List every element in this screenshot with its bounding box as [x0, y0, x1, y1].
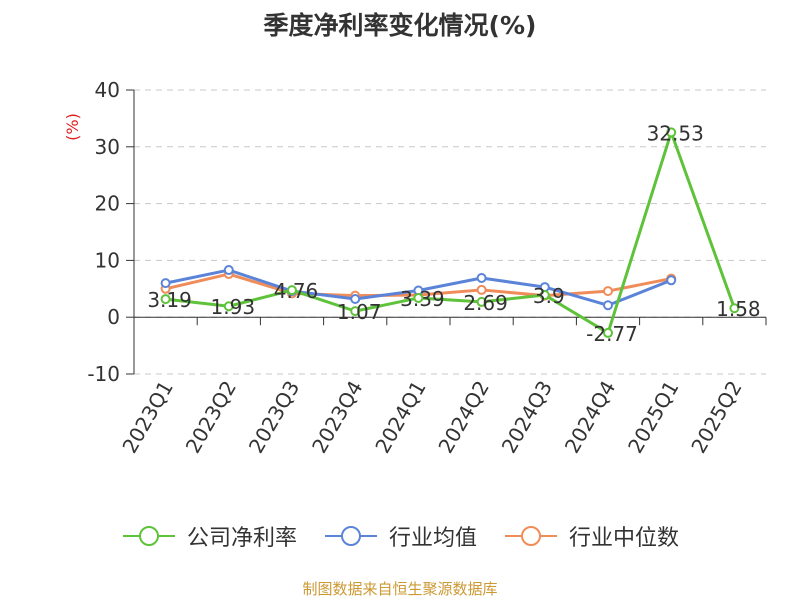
series-line — [165, 130, 736, 335]
x-tick-label: 2024Q2 — [433, 376, 493, 457]
y-axis-label: (%) — [63, 113, 82, 141]
x-tick-label: 2023Q1 — [117, 377, 177, 458]
data-point[interactable] — [603, 286, 613, 297]
legend-label-company: 公司净利率 — [186, 526, 297, 551]
data-label-layer: 3.19 1.93 4.76 1.07 3.39 2.69 3.9 -2.77 32.53 1.5… — [147, 121, 760, 346]
legend-item-industry-median[interactable]: 行业中位数 — [503, 520, 679, 552]
legend-marker-icon — [505, 526, 557, 546]
data-label: 4.76 — [274, 279, 319, 303]
data-point[interactable] — [539, 290, 550, 301]
source-note: 制图数据来自恒生聚源数据库 — [302, 580, 498, 598]
data-label: 2.69 — [463, 291, 508, 315]
x-tick-label: 2025Q2 — [686, 377, 746, 458]
y-tick-label: 0 — [107, 305, 120, 329]
y-tick-label: 40 — [95, 78, 120, 102]
legend-item-company[interactable]: 公司净利率 — [121, 520, 297, 552]
data-label: 1.58 — [716, 297, 761, 321]
data-label: 1.93 — [211, 295, 256, 319]
legend-label-industry-mean: 行业均值 — [388, 526, 477, 551]
data-point[interactable] — [223, 301, 234, 312]
x-tick-label: 2024Q4 — [560, 377, 620, 458]
data-point[interactable] — [160, 294, 171, 305]
x-tick-label: 2025Q1 — [623, 377, 683, 458]
data-label: 1.07 — [337, 300, 382, 324]
data-point[interactable] — [666, 127, 677, 138]
data-point[interactable] — [287, 285, 297, 296]
data-label: 3.9 — [533, 284, 565, 308]
data-point[interactable] — [476, 296, 487, 307]
x-tick-label: 2023Q4 — [307, 377, 367, 458]
legend-marker-icon — [122, 526, 175, 546]
data-point[interactable] — [603, 327, 613, 338]
legend: 公司净利率 行业均值 行业中位数 — [0, 520, 800, 552]
data-point[interactable] — [223, 265, 234, 276]
data-point[interactable] — [666, 275, 677, 286]
data-label: 3.39 — [400, 287, 445, 311]
legend-marker-icon — [324, 526, 377, 546]
x-tick-label: 2024Q3 — [497, 377, 557, 458]
data-label: 32.53 — [647, 121, 704, 145]
y-tick-label: 30 — [95, 135, 120, 159]
data-label: -2.77 — [586, 322, 638, 346]
data-point[interactable] — [476, 284, 487, 295]
legend-label-industry-median: 行业中位数 — [569, 526, 680, 551]
x-tick-label: 2024Q1 — [370, 377, 430, 458]
data-label: 3.19 — [147, 288, 192, 312]
x-tick-label: 2023Q3 — [244, 377, 304, 458]
x-tick-label: 2023Q2 — [181, 377, 241, 458]
data-point[interactable] — [350, 294, 361, 305]
series-layer — [160, 127, 740, 338]
legend-item-industry-mean[interactable]: 行业均值 — [323, 520, 477, 552]
data-point[interactable] — [160, 278, 171, 289]
data-point[interactable] — [476, 273, 487, 284]
chart-title: 季度净利率变化情况(%) — [263, 11, 537, 40]
data-point[interactable] — [350, 306, 361, 317]
data-point[interactable] — [729, 303, 740, 314]
y-tick-label: 20 — [95, 192, 120, 216]
y-tick-label: -10 — [87, 362, 120, 386]
y-tick-label: 10 — [95, 248, 120, 272]
data-point[interactable] — [603, 300, 613, 311]
data-point[interactable] — [413, 292, 424, 303]
